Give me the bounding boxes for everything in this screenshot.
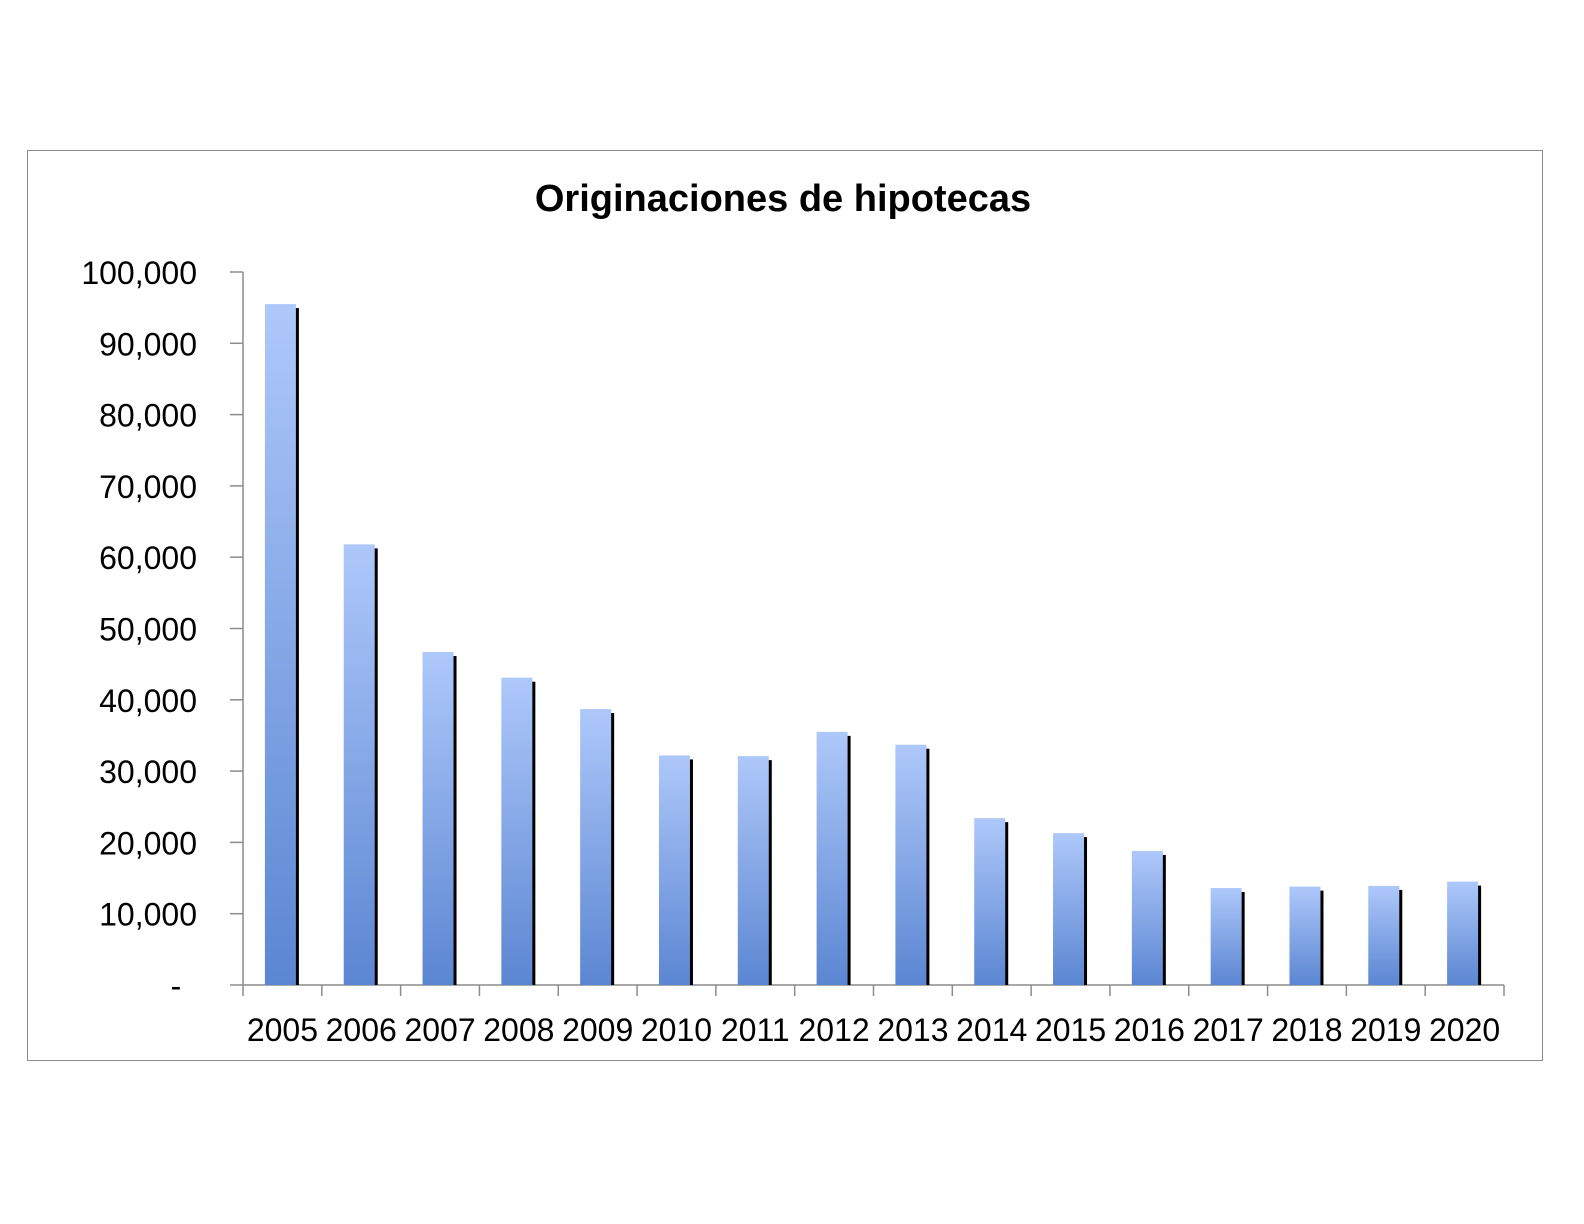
- bar-2011: [737, 756, 769, 985]
- bar-shadow: [452, 656, 457, 985]
- bar-2005: [264, 304, 296, 986]
- bar-shadow: [1083, 837, 1088, 985]
- y-tick-label: 80,000: [99, 398, 197, 434]
- x-tick-label: 2005: [247, 1012, 318, 1048]
- x-tick-label: 2007: [404, 1012, 475, 1048]
- bar-2012: [816, 731, 848, 985]
- y-axis: - 10,000 20,000 30,000 40,000 50,000 60,000 70,…: [81, 255, 244, 1004]
- y-tick-label: 20,000: [99, 825, 197, 861]
- bar-2010: [658, 755, 690, 985]
- bar-shadow: [294, 308, 299, 986]
- bar-2020: [1447, 881, 1479, 985]
- x-tick-label: 2019: [1350, 1012, 1421, 1048]
- y-tick-label: 10,000: [99, 897, 197, 933]
- bar-2015: [1053, 833, 1085, 985]
- x-tick-label: 2010: [641, 1012, 712, 1048]
- y-tick-label: 60,000: [99, 540, 197, 576]
- x-tick-label: 2016: [1114, 1012, 1185, 1048]
- x-tick-label: 2018: [1271, 1012, 1342, 1048]
- bar-shadow: [846, 735, 851, 985]
- bar-shadow: [1477, 885, 1482, 985]
- x-tick-label: 2008: [483, 1012, 554, 1048]
- x-tick-label: 2009: [562, 1012, 633, 1048]
- y-tick-label: 40,000: [99, 683, 197, 719]
- bar-2009: [580, 709, 612, 985]
- y-tick-label: 90,000: [99, 326, 197, 362]
- bar-2013: [895, 744, 927, 985]
- bar-2016: [1131, 850, 1163, 985]
- bar-shadow: [1319, 890, 1324, 985]
- bar-2007: [422, 652, 454, 985]
- bar-shadow: [531, 681, 536, 985]
- bar-2008: [501, 677, 533, 985]
- bar-shadow: [1240, 892, 1245, 985]
- x-tick-label: 2015: [1035, 1012, 1106, 1048]
- bar-2018: [1289, 886, 1321, 985]
- y-tick-label: 50,000: [99, 612, 197, 648]
- bar-shadow: [610, 713, 615, 985]
- bar-shadow: [925, 748, 930, 985]
- bar-2019: [1368, 885, 1400, 985]
- y-tick-label: -: [171, 968, 182, 1004]
- y-tick-label: 100,000: [81, 255, 197, 291]
- x-tick-label: 2014: [956, 1012, 1027, 1048]
- bar-shadow: [1004, 822, 1009, 985]
- chart-title: Originaciones de hipotecas: [535, 178, 1031, 220]
- x-axis: 2005 2006 2007 2008 2009 2010 2011 2012 2013 2014…: [242, 984, 1505, 1048]
- bar-shadow: [1398, 889, 1403, 985]
- bar-2017: [1210, 888, 1242, 985]
- x-tick-label: 2017: [1193, 1012, 1264, 1048]
- y-tick-label: 30,000: [99, 754, 197, 790]
- bar-shadow: [767, 760, 772, 985]
- bar-2014: [974, 818, 1006, 985]
- x-tick-label: 2006: [326, 1012, 397, 1048]
- x-tick-label: 2013: [877, 1012, 948, 1048]
- bar-shadow: [1161, 854, 1166, 985]
- x-tick-label: 2012: [799, 1012, 870, 1048]
- bar-2006: [343, 544, 375, 985]
- bars: [264, 304, 1482, 986]
- x-tick-label: 2011: [721, 1012, 790, 1048]
- bar-shadow: [688, 759, 693, 985]
- y-tick-label: 70,000: [99, 469, 197, 505]
- bar-shadow: [373, 548, 378, 985]
- x-tick-label: 2020: [1429, 1012, 1500, 1048]
